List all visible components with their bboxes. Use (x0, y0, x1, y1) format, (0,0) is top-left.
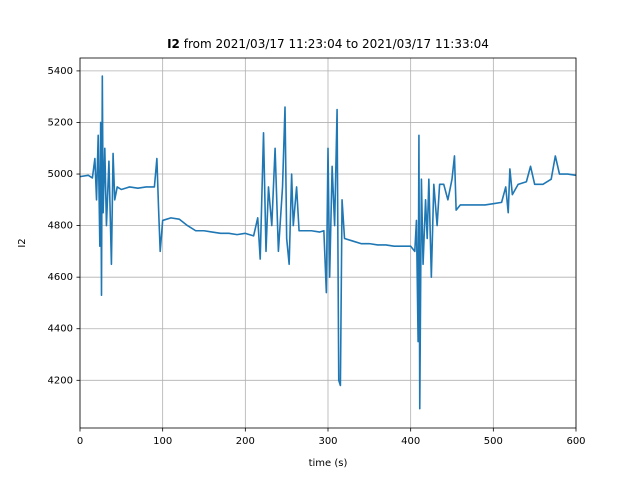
x-tick-label: 100 (153, 436, 172, 447)
y-tick-label: 4600 (48, 272, 73, 283)
data-line (79, 75, 577, 410)
y-tick-label: 5000 (48, 169, 73, 180)
y-tick-label: 5400 (48, 66, 73, 77)
x-tick-label: 500 (484, 436, 503, 447)
x-tick-label: 400 (401, 436, 420, 447)
y-tick-label: 4400 (48, 324, 73, 335)
y-tick-label: 5200 (48, 117, 73, 128)
y-axis-label: I2 (17, 238, 28, 247)
y-tick-label: 4200 (48, 375, 73, 386)
x-axis-label: time (s) (309, 458, 348, 469)
title-bold: I2 (167, 37, 180, 51)
x-tick-label: 200 (236, 436, 255, 447)
plot-frame (79, 57, 577, 429)
x-tick-label: 0 (77, 436, 83, 447)
chart-title: I2 from 2021/03/17 11:23:04 to 2021/03/1… (167, 37, 489, 51)
title-rest: from 2021/03/17 11:23:04 to 2021/03/17 1… (184, 37, 489, 51)
x-tick-label: 600 (566, 436, 585, 447)
y-tick-label: 4800 (48, 221, 73, 232)
x-tick-label: 300 (318, 436, 337, 447)
